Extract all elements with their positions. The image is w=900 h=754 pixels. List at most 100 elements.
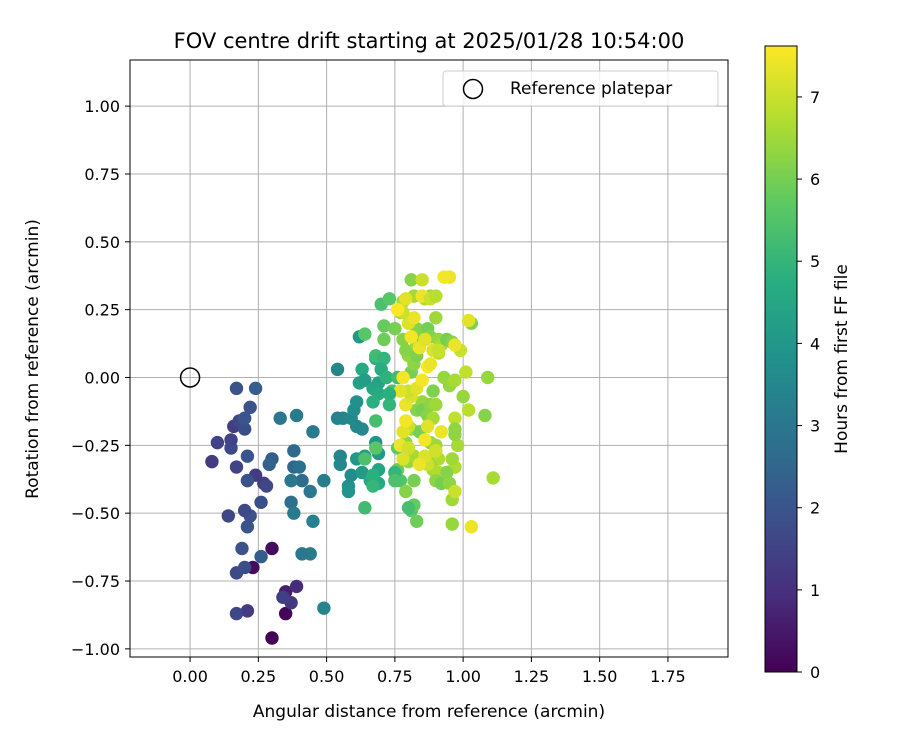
x-tick-label: 1.00 bbox=[445, 667, 481, 686]
data-point bbox=[265, 541, 279, 556]
data-point bbox=[459, 365, 473, 379]
legend-box bbox=[442, 70, 719, 107]
data-point bbox=[379, 370, 394, 385]
data-point bbox=[481, 370, 495, 385]
data-point bbox=[295, 473, 309, 488]
data-point bbox=[317, 601, 331, 615]
data-point bbox=[284, 473, 298, 488]
data-point bbox=[210, 435, 225, 450]
data-point bbox=[390, 302, 405, 317]
data-point bbox=[355, 362, 369, 377]
data-point bbox=[369, 441, 383, 455]
data-point bbox=[262, 457, 276, 472]
data-point bbox=[366, 468, 380, 482]
x-tick-label: 1.25 bbox=[514, 667, 550, 686]
data-point bbox=[303, 484, 317, 499]
data-point bbox=[399, 343, 413, 358]
data-point bbox=[382, 292, 397, 306]
data-point bbox=[401, 441, 416, 455]
data-point bbox=[404, 330, 418, 344]
data-point bbox=[407, 473, 421, 488]
colorbar-tick-label: 0 bbox=[810, 663, 820, 682]
data-point bbox=[388, 473, 402, 488]
data-point bbox=[464, 520, 479, 534]
data-point bbox=[355, 465, 369, 480]
data-point bbox=[404, 273, 418, 287]
data-point bbox=[396, 425, 410, 439]
x-axis-ticks: 0.00 0.25 0.50 0.75 1.00 1.25 1.50 1.75 bbox=[172, 657, 686, 686]
data-point bbox=[265, 631, 279, 645]
data-point bbox=[306, 425, 320, 439]
colorbar-tick-label: 6 bbox=[810, 170, 820, 189]
data-point bbox=[401, 501, 416, 515]
colorbar: 0 1 2 3 4 5 6 7 Hours from first FF file bbox=[764, 45, 852, 682]
y-tick-label: 0.00 bbox=[84, 368, 120, 387]
data-point bbox=[415, 273, 429, 287]
data-point bbox=[235, 541, 249, 556]
data-point bbox=[355, 422, 369, 436]
data-point bbox=[399, 484, 413, 499]
data-point bbox=[456, 389, 470, 404]
data-point bbox=[418, 332, 432, 347]
data-point bbox=[240, 449, 255, 463]
data-point bbox=[434, 425, 448, 439]
data-point bbox=[461, 313, 476, 328]
data-point bbox=[259, 479, 274, 493]
data-point bbox=[415, 373, 429, 387]
y-tick-label: 0.75 bbox=[84, 165, 120, 184]
data-point bbox=[420, 419, 435, 434]
data-point bbox=[254, 495, 268, 510]
colorbar-tick-label: 4 bbox=[810, 334, 820, 353]
colorbar-tick-label: 1 bbox=[810, 581, 820, 600]
data-point bbox=[358, 501, 372, 515]
x-axis-label: Angular distance from reference (arcmin) bbox=[253, 702, 605, 722]
data-point bbox=[382, 387, 397, 401]
data-point bbox=[426, 384, 440, 398]
y-tick-label: 1.00 bbox=[84, 97, 120, 116]
colorbar-tick-label: 3 bbox=[810, 417, 820, 436]
data-point bbox=[358, 327, 372, 341]
data-point bbox=[418, 433, 432, 447]
reference-marker bbox=[179, 367, 201, 388]
data-point bbox=[399, 414, 413, 428]
data-point bbox=[205, 454, 219, 469]
data-point bbox=[388, 321, 402, 336]
data-point bbox=[429, 311, 443, 325]
y-axis-label: Rotation from reference (arcmin) bbox=[23, 219, 43, 499]
x-tick-label: 0.25 bbox=[241, 667, 277, 686]
reference-platepar-marker bbox=[179, 367, 201, 388]
plot-frame bbox=[129, 59, 729, 658]
x-tick-label: 0.00 bbox=[172, 667, 208, 686]
data-point bbox=[396, 452, 410, 466]
colorbar-tick-label: 2 bbox=[810, 499, 820, 518]
data-point bbox=[221, 509, 236, 523]
data-point bbox=[349, 395, 364, 409]
data-point bbox=[486, 471, 500, 485]
data-point bbox=[448, 422, 462, 436]
data-point bbox=[412, 457, 427, 472]
colorbar-ticks: 0 1 2 3 4 5 6 7 bbox=[797, 88, 820, 682]
data-point bbox=[243, 400, 257, 415]
data-point bbox=[358, 452, 372, 466]
data-point bbox=[248, 381, 263, 396]
data-point bbox=[287, 444, 301, 458]
colorbar-tick-label: 5 bbox=[810, 252, 820, 271]
data-point bbox=[287, 506, 301, 520]
y-tick-label: −0.50 bbox=[71, 504, 120, 523]
data-point bbox=[393, 384, 408, 398]
data-point bbox=[423, 357, 438, 371]
y-tick-label: 0.25 bbox=[84, 301, 120, 320]
y-tick-label: −0.75 bbox=[71, 572, 120, 591]
data-point bbox=[237, 503, 252, 518]
data-point bbox=[445, 452, 459, 466]
data-point bbox=[229, 381, 244, 396]
data-point bbox=[366, 479, 380, 493]
data-point bbox=[448, 411, 462, 425]
data-point bbox=[437, 270, 451, 284]
data-point bbox=[240, 520, 255, 534]
data-point bbox=[333, 457, 347, 472]
data-point bbox=[448, 338, 462, 352]
data-point bbox=[399, 292, 413, 306]
data-point bbox=[377, 332, 391, 347]
